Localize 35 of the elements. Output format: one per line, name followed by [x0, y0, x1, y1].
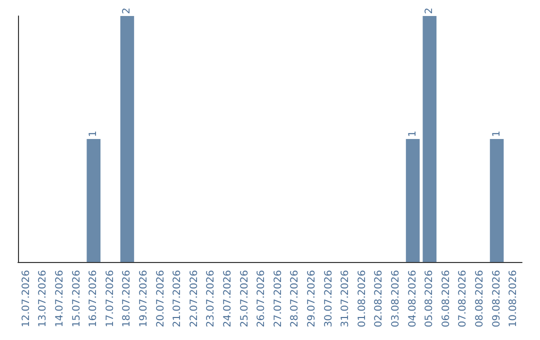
- x-tick-label: 28.07.2026: [290, 270, 301, 328]
- x-tick-label: 14.07.2026: [54, 270, 66, 328]
- data-label: 2: [122, 8, 133, 14]
- x-tick-label: 17.07.2026: [104, 270, 116, 328]
- x-tick-label: 07.08.2026: [458, 270, 469, 328]
- x-tick-label: 15.07.2026: [71, 270, 82, 328]
- x-tick-label: 30.07.2026: [323, 270, 334, 328]
- x-tick-label: 06.08.2026: [440, 270, 452, 328]
- data-label: 1: [88, 130, 100, 137]
- x-tick-label: 16.07.2026: [88, 270, 100, 328]
- x-tick-label: 19.07.2026: [138, 270, 150, 328]
- x-tick-label: 25.07.2026: [239, 270, 250, 328]
- x-tick-label: 08.08.2026: [474, 270, 486, 328]
- x-tick-label: 27.07.2026: [272, 270, 284, 328]
- x-tick-label: 20.07.2026: [155, 270, 166, 328]
- x-tick-label: 31.07.2026: [340, 270, 352, 328]
- x-tick-label: 10.08.2026: [508, 270, 520, 328]
- x-tick-label: 18.07.2026: [122, 270, 133, 328]
- data-label: 1: [407, 130, 418, 137]
- x-tick-label: 13.07.2026: [38, 270, 49, 328]
- x-tick-label: 02.08.2026: [374, 270, 385, 328]
- x-tick-label: 05.08.2026: [424, 270, 436, 328]
- x-tick-label: 12.07.2026: [20, 270, 32, 328]
- x-tick-label: 21.07.2026: [172, 270, 184, 328]
- data-label: 1: [491, 130, 502, 137]
- x-tick-label: 22.07.2026: [188, 270, 200, 328]
- x-tick-label: 03.08.2026: [390, 270, 402, 328]
- x-tick-label: 26.07.2026: [256, 270, 268, 328]
- x-tick-label: 23.07.2026: [206, 270, 217, 328]
- x-tick-label: 29.07.2026: [306, 270, 318, 328]
- x-tick-label: 04.08.2026: [407, 270, 418, 328]
- x-tick-label: 09.08.2026: [491, 270, 502, 328]
- data-label: 2: [424, 8, 436, 14]
- x-tick-label: 01.08.2026: [356, 270, 368, 328]
- x-tick-label: 24.07.2026: [222, 270, 234, 328]
